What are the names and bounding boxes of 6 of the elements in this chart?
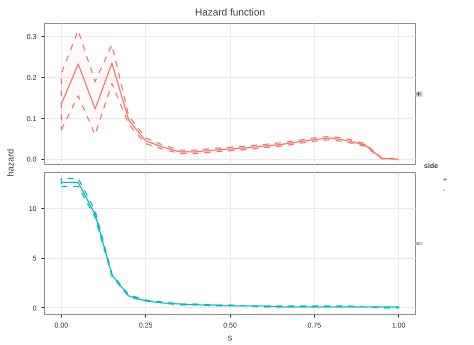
text: + xyxy=(414,91,424,97)
text: - xyxy=(414,242,424,245)
x-axis-title: s xyxy=(228,332,233,342)
line-series xyxy=(60,62,400,160)
chart-title: Hazard function xyxy=(194,8,266,18)
y-axis-title: hazard xyxy=(5,148,16,176)
